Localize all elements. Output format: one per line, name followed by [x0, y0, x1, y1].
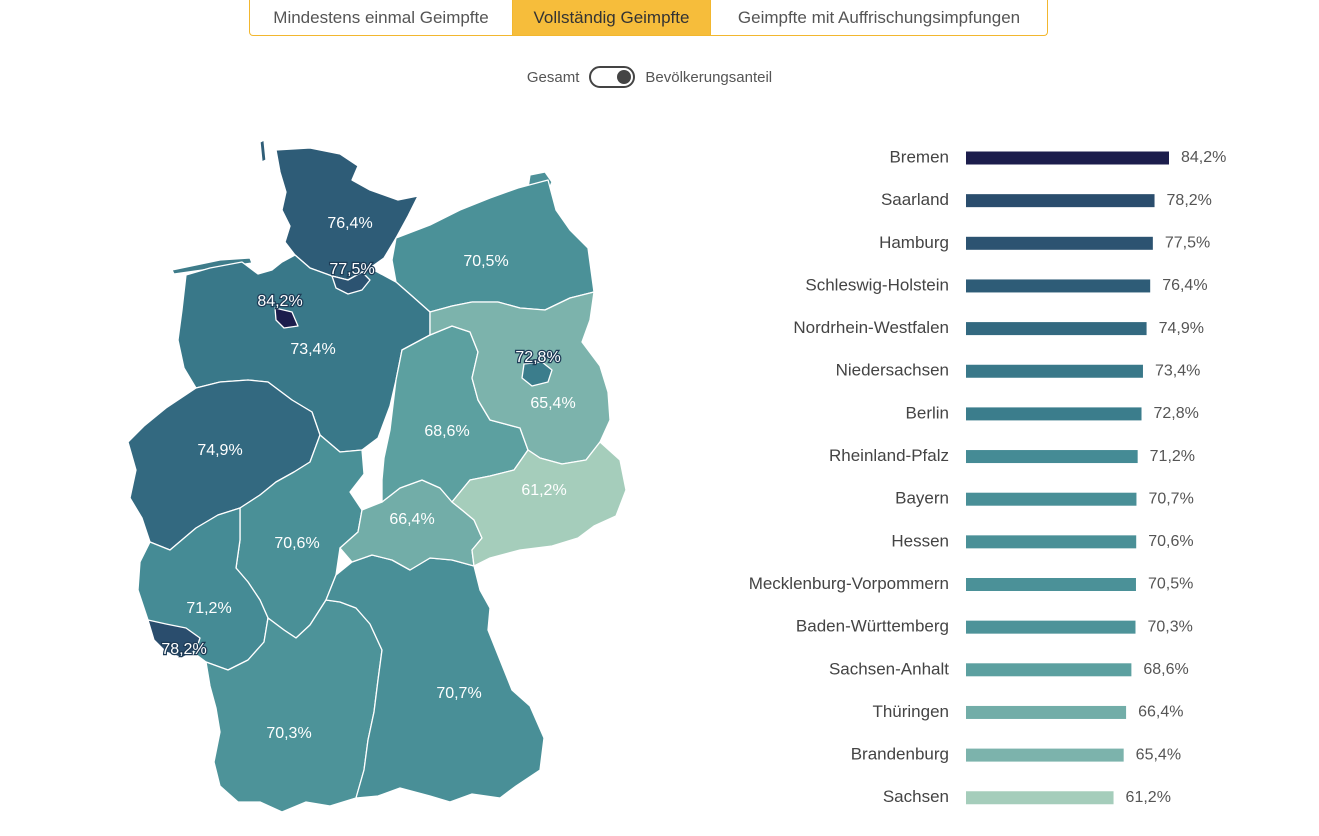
- bar-berlin[interactable]: [966, 407, 1142, 421]
- map-label-thueringen: 66,4%: [389, 511, 434, 528]
- bar-label-saarland: Saarland: [881, 190, 949, 209]
- map-labels: 76,4% 77,5% 70,5% 84,2% 73,4% 72,8% 65,4…: [160, 215, 576, 742]
- map-region-sachsen[interactable]: [451, 441, 627, 567]
- map-region-saarland[interactable]: [147, 619, 201, 659]
- bar-mecklenburg-vorpommern[interactable]: [966, 578, 1136, 591]
- tab-mindestens-einmal[interactable]: Mindestens einmal Geimpfte: [273, 7, 489, 27]
- map-label-bremen: 84,2%: [257, 293, 302, 310]
- toggle-knob: [617, 70, 632, 84]
- map-label-sachsen-anhalt: 68,6%: [424, 423, 469, 440]
- view-toggle-row: Gesamt Bevölkerungsanteil: [0, 62, 1299, 92]
- bar-sachsen[interactable]: [966, 791, 1114, 805]
- bar-label-berlin: Berlin: [906, 403, 949, 422]
- bar-value-bremen: 84,2%: [1181, 149, 1226, 166]
- map-region-mecklenburg-vorpommern[interactable]: [391, 179, 595, 313]
- bar-value-sachsen-anhalt: 68,6%: [1143, 661, 1188, 678]
- toggle-label-anteil: Bevölkerungsanteil: [645, 68, 773, 86]
- bar-value-bayern: 70,7%: [1148, 490, 1193, 507]
- map-label-sachsen: 61,2%: [521, 482, 566, 499]
- bar-thueringen[interactable]: [966, 705, 1127, 719]
- map-label-hessen: 70,6%: [274, 535, 319, 552]
- bar-label-brandenburg: Brandenburg: [851, 745, 949, 764]
- bar-value-sachsen: 61,2%: [1126, 789, 1171, 806]
- map-region-bremen[interactable]: [274, 307, 299, 329]
- map-label-berlin: 72,8%: [515, 349, 560, 366]
- map-label-baden-wuerttemberg: 70,3%: [266, 725, 311, 742]
- bar-value-saarland: 78,2%: [1167, 192, 1212, 209]
- bar-value-mecklenburg-vorpommern: 70,5%: [1148, 576, 1193, 593]
- view-toggle-switch[interactable]: [589, 66, 636, 88]
- bar-value-berlin: 72,8%: [1154, 405, 1199, 422]
- bar-label-niedersachsen: Niedersachsen: [836, 361, 949, 380]
- bar-label-hessen: Hessen: [891, 531, 949, 550]
- bar-hessen[interactable]: [966, 535, 1137, 549]
- bar-niedersachsen[interactable]: [966, 364, 1143, 378]
- bar-label-bremen: Bremen: [889, 147, 949, 166]
- bar-label-thueringen: Thüringen: [872, 702, 949, 721]
- bar-label-sachsen-anhalt: Sachsen-Anhalt: [829, 659, 949, 678]
- toggle-label-gesamt: Gesamt: [526, 68, 580, 86]
- bar-value-hamburg: 77,5%: [1165, 235, 1210, 252]
- bar-value-brandenburg: 65,4%: [1136, 746, 1181, 763]
- map-label-rheinland-pfalz: 71,2%: [186, 600, 231, 617]
- island-frisia: [171, 257, 253, 275]
- bar-schleswig-holstein[interactable]: [966, 279, 1151, 293]
- tab-vollstaendig[interactable]: Vollständig Geimpfte: [512, 0, 710, 35]
- map-label-saarland: 78,2%: [161, 641, 206, 658]
- state-bar-chart: Bremen 84,2% Saarland 78,2% Hamburg 77,5% Schl…: [749, 147, 1227, 806]
- bar-label-nordrhein-westfalen: Nordrhein-Westfalen: [793, 318, 949, 337]
- bar-label-baden-wuerttemberg: Baden-Württemberg: [796, 617, 949, 636]
- map-label-bayern: 70,7%: [436, 685, 481, 702]
- germany-map: 76,4% 77,5% 70,5% 84,2% 73,4% 72,8% 65,4…: [127, 139, 627, 813]
- bar-label-mecklenburg-vorpommern: Mecklenburg-Vorpommern: [749, 574, 949, 593]
- bar-label-schleswig-holstein: Schleswig-Holstein: [805, 275, 949, 294]
- bar-sachsen-anhalt[interactable]: [966, 663, 1132, 677]
- bar-label-sachsen: Sachsen: [883, 787, 949, 806]
- bar-hamburg[interactable]: [966, 236, 1153, 250]
- bar-bayern[interactable]: [966, 492, 1137, 506]
- bar-label-hamburg: Hamburg: [879, 233, 949, 252]
- map-region-berlin[interactable]: [521, 361, 553, 387]
- bar-value-thueringen: 66,4%: [1138, 704, 1183, 721]
- bar-label-rheinland-pfalz: Rheinland-Pfalz: [829, 446, 949, 465]
- bar-nordrhein-westfalen[interactable]: [966, 322, 1147, 336]
- bar-label-bayern: Bayern: [895, 489, 949, 508]
- bar-saarland[interactable]: [966, 194, 1155, 208]
- bar-rheinland-pfalz[interactable]: [966, 450, 1138, 464]
- bar-value-schleswig-holstein: 76,4%: [1162, 277, 1207, 294]
- bar-brandenburg[interactable]: [966, 748, 1124, 762]
- map-region-schleswig-holstein[interactable]: [275, 147, 419, 281]
- bar-value-hessen: 70,6%: [1148, 533, 1193, 550]
- map-label-mecklenburg-vorpommern: 70,5%: [463, 253, 508, 270]
- bar-value-niedersachsen: 73,4%: [1155, 362, 1200, 379]
- map-label-hamburg: 77,5%: [329, 261, 374, 278]
- map-label-nordrhein-westfalen: 74,9%: [197, 442, 242, 459]
- bar-baden-wuerttemberg[interactable]: [966, 620, 1136, 634]
- map-region-hamburg[interactable]: [331, 271, 371, 295]
- vaccination-tabs: Mindestens einmal Geimpfte Vollständig G…: [249, 0, 1048, 36]
- map-label-schleswig-holstein: 76,4%: [327, 215, 372, 232]
- tab-auffrischung[interactable]: Geimpfte mit Auffrischungsimpfungen: [710, 0, 1047, 35]
- bar-bremen[interactable]: [966, 151, 1169, 165]
- bar-value-nordrhein-westfalen: 74,9%: [1159, 320, 1204, 337]
- map-label-brandenburg: 65,4%: [530, 395, 575, 412]
- map-label-niedersachsen: 73,4%: [290, 341, 335, 358]
- bar-value-rheinland-pfalz: 71,2%: [1150, 448, 1195, 465]
- island-sylt: [259, 139, 267, 163]
- bar-value-baden-wuerttemberg: 70,3%: [1147, 618, 1192, 635]
